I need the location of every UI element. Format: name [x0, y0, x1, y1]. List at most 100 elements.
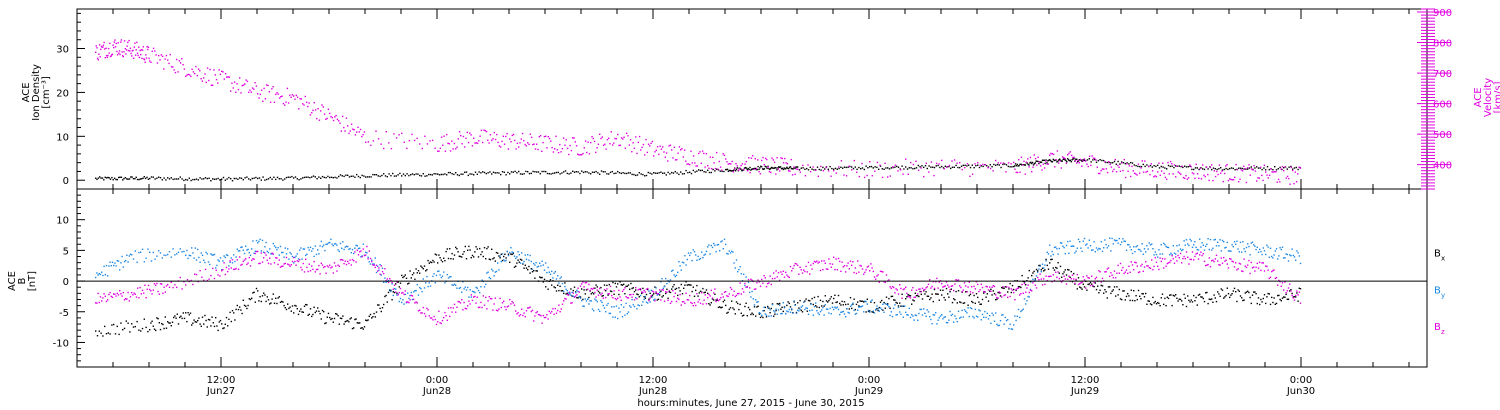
bz-point	[395, 291, 397, 293]
bx-point	[585, 289, 588, 291]
density-point	[257, 177, 259, 180]
bz-point	[438, 310, 440, 312]
velocity-point	[501, 140, 503, 143]
density-point	[674, 170, 676, 173]
bx-point	[437, 262, 439, 264]
density-point	[1078, 159, 1081, 161]
bz-point	[578, 291, 580, 293]
by-point	[193, 257, 195, 259]
bx-point	[1176, 297, 1178, 299]
bz-point	[870, 263, 872, 265]
bx-point	[822, 300, 824, 303]
velocity-point	[110, 55, 112, 57]
bz-point	[872, 270, 874, 273]
velocity-point	[290, 96, 292, 98]
bz-point	[571, 302, 573, 304]
bx-point	[468, 245, 470, 248]
density-point	[1119, 163, 1121, 165]
by-point	[473, 291, 475, 293]
bz-point	[813, 260, 816, 263]
bz-point	[1073, 278, 1075, 280]
density-point	[321, 175, 324, 178]
bx-point	[797, 302, 799, 304]
velocity-point	[199, 70, 201, 72]
by-point	[401, 301, 403, 304]
bz-point	[524, 316, 526, 318]
bx-point	[536, 270, 538, 272]
by-point	[294, 256, 296, 259]
bx-point	[449, 248, 451, 250]
velocity-point	[817, 175, 819, 177]
by-point	[103, 265, 105, 268]
velocity-point	[726, 161, 728, 163]
density-point	[393, 175, 396, 177]
density-point	[908, 167, 910, 169]
density-point	[948, 165, 950, 168]
bz-point	[995, 294, 997, 296]
bx-point	[156, 317, 158, 319]
bz-point	[199, 270, 201, 272]
density-point	[154, 178, 156, 180]
by-point	[1277, 258, 1279, 260]
by-point	[865, 300, 867, 303]
bx-point	[351, 327, 354, 330]
velocity-point	[129, 50, 131, 52]
bz-point	[786, 274, 788, 276]
bx-point	[360, 327, 362, 329]
bx-point	[158, 322, 160, 324]
density-point	[399, 172, 401, 175]
bx-point	[831, 302, 834, 304]
velocity-point	[1067, 154, 1069, 156]
by-point	[840, 311, 842, 314]
bz-point	[1047, 275, 1050, 278]
bx-point	[871, 311, 873, 313]
velocity-point	[681, 148, 683, 150]
density-point	[530, 172, 532, 175]
bz-point	[1253, 266, 1255, 268]
density-point	[1155, 165, 1157, 168]
bx-point	[399, 282, 402, 284]
bx-point	[170, 325, 172, 327]
bz-point	[525, 310, 528, 312]
bz-point	[853, 271, 855, 274]
bz-point	[955, 279, 957, 281]
bx-point	[498, 255, 500, 257]
density-point	[512, 171, 514, 173]
density-point	[312, 175, 315, 177]
density-point	[939, 166, 941, 169]
bx-point	[727, 311, 729, 314]
velocity-point	[447, 142, 449, 144]
bx-point	[218, 321, 220, 323]
density-point	[1135, 165, 1137, 167]
bx-point	[177, 323, 180, 325]
velocity-point	[1217, 173, 1219, 176]
by-point	[101, 271, 103, 273]
bz-point	[1064, 278, 1066, 280]
density-point	[374, 174, 376, 176]
velocity-point	[766, 158, 768, 161]
by-point	[993, 320, 996, 322]
velocity-point	[142, 46, 144, 48]
bz-point	[684, 302, 686, 305]
velocity-point	[95, 45, 97, 47]
velocity-point	[408, 140, 411, 142]
velocity-point	[332, 119, 335, 122]
density-point	[1069, 159, 1072, 162]
velocity-point	[582, 152, 584, 155]
by-point	[1053, 246, 1056, 249]
bx-point	[1203, 300, 1206, 303]
bz-point	[444, 311, 446, 314]
by-point	[391, 283, 393, 285]
density-point	[357, 175, 360, 178]
velocity-point	[151, 50, 153, 52]
density-point	[375, 174, 378, 176]
bz-point	[619, 296, 621, 298]
bz-point	[289, 265, 291, 267]
bx-point	[243, 304, 246, 307]
b-tick-label: -5	[59, 308, 69, 319]
bx-point	[1127, 293, 1129, 295]
x-tick-day-label: Jun29	[1070, 386, 1099, 397]
bx-point	[209, 319, 211, 321]
density-point	[595, 170, 597, 173]
bx-point	[590, 293, 592, 295]
